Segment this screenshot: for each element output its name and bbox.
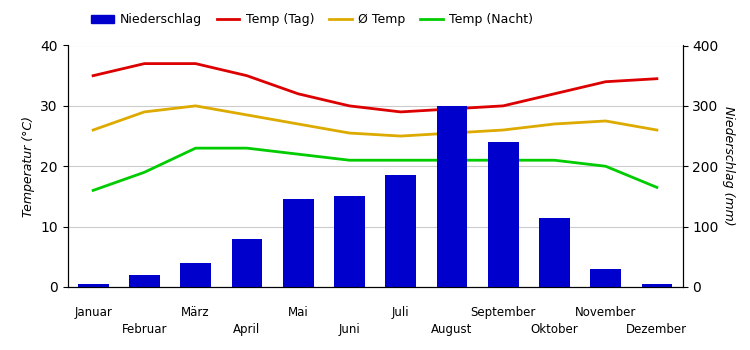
Text: Mai: Mai <box>288 307 308 320</box>
Text: November: November <box>575 307 636 320</box>
Text: März: März <box>182 307 210 320</box>
Text: Dezember: Dezember <box>626 323 688 336</box>
Bar <box>129 275 160 287</box>
Bar <box>334 196 364 287</box>
Bar <box>436 106 467 287</box>
Bar <box>641 284 672 287</box>
Bar <box>488 142 518 287</box>
Text: Februar: Februar <box>122 323 167 336</box>
Bar <box>283 199 314 287</box>
Bar <box>539 218 570 287</box>
Text: Juni: Juni <box>338 323 360 336</box>
Bar <box>386 175 416 287</box>
Bar <box>180 263 211 287</box>
Text: September: September <box>470 307 536 320</box>
Text: August: August <box>431 323 472 336</box>
Text: April: April <box>233 323 260 336</box>
Text: Oktober: Oktober <box>530 323 578 336</box>
Y-axis label: Niederschlag (mm): Niederschlag (mm) <box>722 106 735 226</box>
Text: Juli: Juli <box>392 307 410 320</box>
Bar <box>78 284 109 287</box>
Text: Januar: Januar <box>74 307 112 320</box>
Bar <box>232 239 262 287</box>
Bar <box>590 269 621 287</box>
Y-axis label: Temperatur (°C): Temperatur (°C) <box>22 116 34 217</box>
Legend: Niederschlag, Temp (Tag), Ø Temp, Temp (Nacht): Niederschlag, Temp (Tag), Ø Temp, Temp (… <box>86 8 538 31</box>
